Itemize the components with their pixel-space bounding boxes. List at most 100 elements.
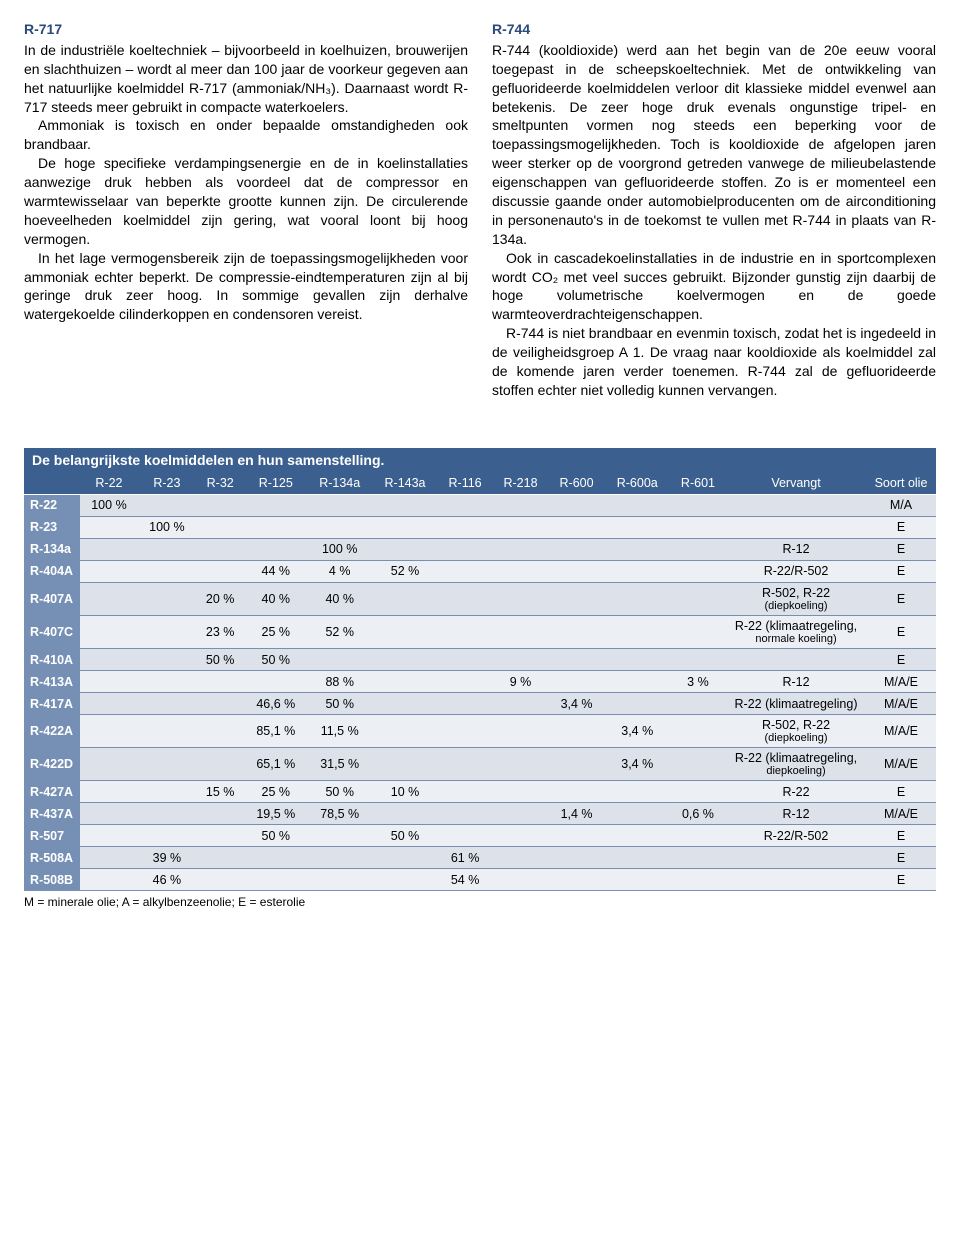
refrigerant-table: R-22R-23R-32R-125R-134aR-143aR-116R-218R… <box>24 472 936 891</box>
table-cell: 19,5 % <box>245 803 308 825</box>
table-cell <box>138 693 196 715</box>
table-cell <box>492 560 548 582</box>
table-cell <box>438 781 493 803</box>
table-cell <box>245 869 308 891</box>
table-cell <box>438 803 493 825</box>
row-label: R-422A <box>24 715 80 748</box>
col-header: Soort olie <box>866 472 936 495</box>
table-cell <box>670 748 726 781</box>
row-label: R-427A <box>24 781 80 803</box>
table-cell <box>549 516 605 538</box>
table-cell <box>726 494 866 516</box>
table-cell <box>196 494 245 516</box>
table-cell: E <box>866 560 936 582</box>
table-cell <box>80 582 138 615</box>
table-cell: 25 % <box>245 781 308 803</box>
table-cell: R-12 <box>726 538 866 560</box>
table-row: R-422D65,1 %31,5 %3,4 %R-22 (klimaatrege… <box>24 748 936 781</box>
col-header: R-218 <box>492 472 548 495</box>
table-cell <box>438 615 493 648</box>
table-cell <box>196 538 245 560</box>
table-cell <box>670 781 726 803</box>
table-row: R-413A88 %9 %3 %R-12M/A/E <box>24 671 936 693</box>
table-cell: 31,5 % <box>307 748 372 781</box>
table-cell <box>438 494 493 516</box>
table-cell: M/A/E <box>866 748 936 781</box>
table-cell <box>196 803 245 825</box>
table-row: R-134a100 %R-12E <box>24 538 936 560</box>
table-cell: 50 % <box>307 781 372 803</box>
table-cell <box>670 582 726 615</box>
row-label: R-417A <box>24 693 80 715</box>
table-row: R-508B46 %54 %E <box>24 869 936 891</box>
table-cell <box>196 847 245 869</box>
table-cell <box>196 693 245 715</box>
table-cell: 1,4 % <box>549 803 605 825</box>
table-cell: 61 % <box>438 847 493 869</box>
table-cell: R-22 (klimaatregeling,diepkoeling) <box>726 748 866 781</box>
table-cell: 25 % <box>245 615 308 648</box>
table-cell: 9 % <box>492 671 548 693</box>
table-row: R-422A85,1 %11,5 %3,4 %R-502, R-22(diepk… <box>24 715 936 748</box>
table-cell <box>138 825 196 847</box>
table-cell: 40 % <box>307 582 372 615</box>
table-cell <box>492 516 548 538</box>
row-label: R-407C <box>24 615 80 648</box>
table-cell <box>196 748 245 781</box>
table-cell: E <box>866 538 936 560</box>
table-cell <box>438 715 493 748</box>
table-cell: E <box>866 582 936 615</box>
col-header: R-143a <box>372 472 437 495</box>
table-cell <box>492 615 548 648</box>
table-cell <box>372 869 437 891</box>
col-header: R-125 <box>245 472 308 495</box>
table-cell: 39 % <box>138 847 196 869</box>
col-header: R-23 <box>138 472 196 495</box>
table-cell <box>80 560 138 582</box>
table-cell <box>670 615 726 648</box>
table-cell: E <box>866 847 936 869</box>
table-cell <box>605 693 670 715</box>
table-cell: 40 % <box>245 582 308 615</box>
table-cell <box>372 847 437 869</box>
table-cell <box>726 516 866 538</box>
table-cell <box>80 825 138 847</box>
table-cell: E <box>866 516 936 538</box>
left-p1: In de industriële koeltechniek – bijvoor… <box>24 41 468 117</box>
right-p1: R-744 (kooldioxide) werd aan het begin v… <box>492 41 936 249</box>
table-cell <box>492 781 548 803</box>
table-cell: 50 % <box>307 693 372 715</box>
table-row: R-427A15 %25 %50 %10 %R-22E <box>24 781 936 803</box>
table-cell: 3 % <box>670 671 726 693</box>
table-cell <box>372 671 437 693</box>
row-label: R-134a <box>24 538 80 560</box>
table-cell: 52 % <box>372 560 437 582</box>
table-cell <box>549 869 605 891</box>
row-label: R-508A <box>24 847 80 869</box>
table-cell <box>549 715 605 748</box>
table-cell <box>670 560 726 582</box>
table-cell: M/A/E <box>866 715 936 748</box>
table-cell <box>605 582 670 615</box>
table-cell: 100 % <box>138 516 196 538</box>
table-cell: M/A/E <box>866 671 936 693</box>
table-row: R-23100 %E <box>24 516 936 538</box>
table-cell: R-12 <box>726 803 866 825</box>
text-columns: R-717 In de industriële koeltechniek – b… <box>24 20 936 400</box>
table-cell <box>80 615 138 648</box>
table-cell <box>80 671 138 693</box>
table-cell <box>670 538 726 560</box>
table-row: R-50750 %50 %R-22/R-502E <box>24 825 936 847</box>
table-cell <box>196 560 245 582</box>
table-cell <box>196 671 245 693</box>
table-cell <box>670 869 726 891</box>
table-cell <box>438 671 493 693</box>
table-cell <box>726 869 866 891</box>
table-cell <box>307 516 372 538</box>
table-cell <box>80 516 138 538</box>
row-label: R-22 <box>24 494 80 516</box>
table-cell <box>670 825 726 847</box>
table-cell <box>549 825 605 847</box>
table-cell <box>138 671 196 693</box>
table-cell <box>80 869 138 891</box>
